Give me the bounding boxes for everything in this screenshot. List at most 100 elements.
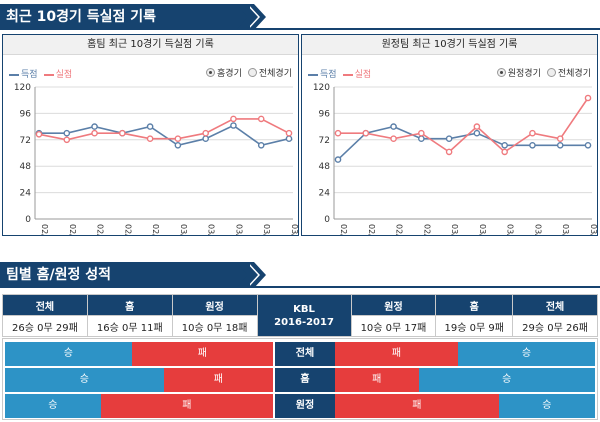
x-tick-label: 02/19 xyxy=(96,224,105,235)
chevron-arrows-icon xyxy=(236,262,266,288)
data-point xyxy=(257,142,265,149)
data-point xyxy=(334,156,342,163)
data-point xyxy=(285,135,293,143)
x-tick-label: 02/26 xyxy=(151,224,160,235)
away-team-panel: 원정팀 최근 10경기 득실점 기록 득점 실점 원정경기 전체경기 0 24 48… xyxy=(301,34,598,236)
radio-away-games[interactable]: 원정경기 xyxy=(496,66,541,79)
x-tick-label: 02/22 xyxy=(123,224,132,235)
x-tick-label: 03/08 xyxy=(478,224,487,235)
x-tick-label: 03/17 xyxy=(561,224,570,235)
chart-legend: 득점 실점 xyxy=(308,67,377,80)
record-cell: 19승 0무 9패 xyxy=(435,315,514,337)
x-tick-label: 03/10 xyxy=(506,224,515,235)
bar-row: 승 패 원정 패 승 xyxy=(5,394,595,418)
legend-scored: 득점 xyxy=(308,67,337,80)
radio-all-games[interactable]: 전체경기 xyxy=(247,66,292,79)
x-tick-label: 03/15 xyxy=(262,224,271,235)
radio-selected-icon xyxy=(496,68,506,77)
x-tick-label: 03/26 xyxy=(589,224,597,235)
data-point xyxy=(445,148,453,156)
win-segment: 승 xyxy=(498,394,595,418)
radio-all-games[interactable]: 전체경기 xyxy=(546,66,591,79)
win-segment: 승 xyxy=(5,394,101,418)
chart-legend: 득점 실점 xyxy=(9,67,78,80)
data-point xyxy=(63,136,71,144)
x-tick-label: 03/12 xyxy=(533,224,542,235)
panel-title: 원정팀 최근 10경기 득실점 기록 xyxy=(302,35,597,55)
home-line-chart: 02448729612002/12승02/16승02/19승02/22승02/2… xyxy=(14,83,298,235)
y-tick-label: 96 xyxy=(20,109,32,119)
data-point xyxy=(119,129,126,137)
win-segment: 승 xyxy=(457,342,595,366)
y-tick-label: 0 xyxy=(25,215,31,225)
data-point xyxy=(146,135,154,143)
win-loss-bars: 승 패 전체 패 승 승 패 홈 패 승 승 패 원정 패 승 xyxy=(2,338,598,420)
data-point xyxy=(174,135,182,143)
record-cell: 29승 0무 26패 xyxy=(512,315,598,337)
bar-category-label: 홈 xyxy=(275,368,335,392)
loss-segment: 패 xyxy=(100,394,273,418)
data-point xyxy=(146,123,154,130)
loss-segment: 패 xyxy=(131,342,273,366)
data-point xyxy=(529,142,536,149)
header-rule xyxy=(250,286,600,288)
bar-row: 승 패 전체 패 승 xyxy=(5,342,595,366)
series-line xyxy=(337,125,588,161)
data-point xyxy=(445,135,453,143)
x-tick-label: 02/28 xyxy=(422,224,431,235)
x-tick-label: 03/26 xyxy=(290,224,298,235)
x-tick-label: 03/04 xyxy=(207,224,216,235)
away-line-chart: 02448729612002/18패02/22승02/25승02/28패03/0… xyxy=(313,83,597,235)
y-tick-label: 24 xyxy=(20,189,32,199)
col-header-away: 원정 xyxy=(350,294,437,316)
legend-scored: 득점 xyxy=(9,67,38,80)
series-line xyxy=(338,97,589,153)
radio-icon xyxy=(247,68,257,77)
y-tick-label: 120 xyxy=(313,83,330,93)
x-tick-label: 02/12 xyxy=(40,224,49,235)
data-point xyxy=(390,135,397,143)
x-tick-label: 03/01 xyxy=(450,224,459,235)
data-point xyxy=(174,142,182,149)
kbl-season-cell: KBL 2016-2017 xyxy=(256,294,352,337)
data-point xyxy=(91,129,98,137)
panel-title: 홈팀 최근 10경기 득실점 기록 xyxy=(3,35,298,55)
y-tick-label: 24 xyxy=(319,189,331,199)
x-tick-label: 02/16 xyxy=(68,224,77,235)
loss-segment: 패 xyxy=(335,368,419,392)
bar-category-label: 전체 xyxy=(275,342,335,366)
section-header-home-away: 팀별 홈/원정 성적 xyxy=(0,262,600,288)
legend-conceded: 실점 xyxy=(342,67,371,80)
data-point xyxy=(501,142,508,149)
loss-segment: 패 xyxy=(335,342,458,366)
x-tick-label: 02/25 xyxy=(395,224,404,235)
data-point xyxy=(390,123,397,130)
win-segment: 승 xyxy=(5,368,164,392)
radio-selected-icon xyxy=(206,68,216,77)
data-point xyxy=(35,131,43,138)
y-tick-label: 96 xyxy=(319,109,331,119)
record-cell: 16승 0무 11패 xyxy=(86,315,173,337)
section-title: 최근 10경기 득실점 기록 xyxy=(0,4,250,30)
x-tick-label: 02/18 xyxy=(339,224,348,235)
data-point xyxy=(501,148,508,156)
data-point xyxy=(63,129,71,137)
kbl-label: KBL xyxy=(293,303,315,315)
data-point xyxy=(334,129,342,137)
data-point xyxy=(473,129,481,137)
y-tick-label: 48 xyxy=(20,162,32,172)
series-line xyxy=(39,124,290,147)
series-line xyxy=(38,118,290,141)
radio-home-games[interactable]: 홈경기 xyxy=(206,66,242,79)
col-header-home: 홈 xyxy=(435,294,514,316)
win-segment: 승 xyxy=(418,368,595,392)
col-header-home: 홈 xyxy=(86,294,173,316)
x-tick-label: 03/02 xyxy=(179,224,188,235)
legend-conceded: 실점 xyxy=(43,67,72,80)
loss-segment: 패 xyxy=(335,394,499,418)
data-point xyxy=(285,129,293,137)
bar-category-label: 원정 xyxy=(275,394,335,418)
